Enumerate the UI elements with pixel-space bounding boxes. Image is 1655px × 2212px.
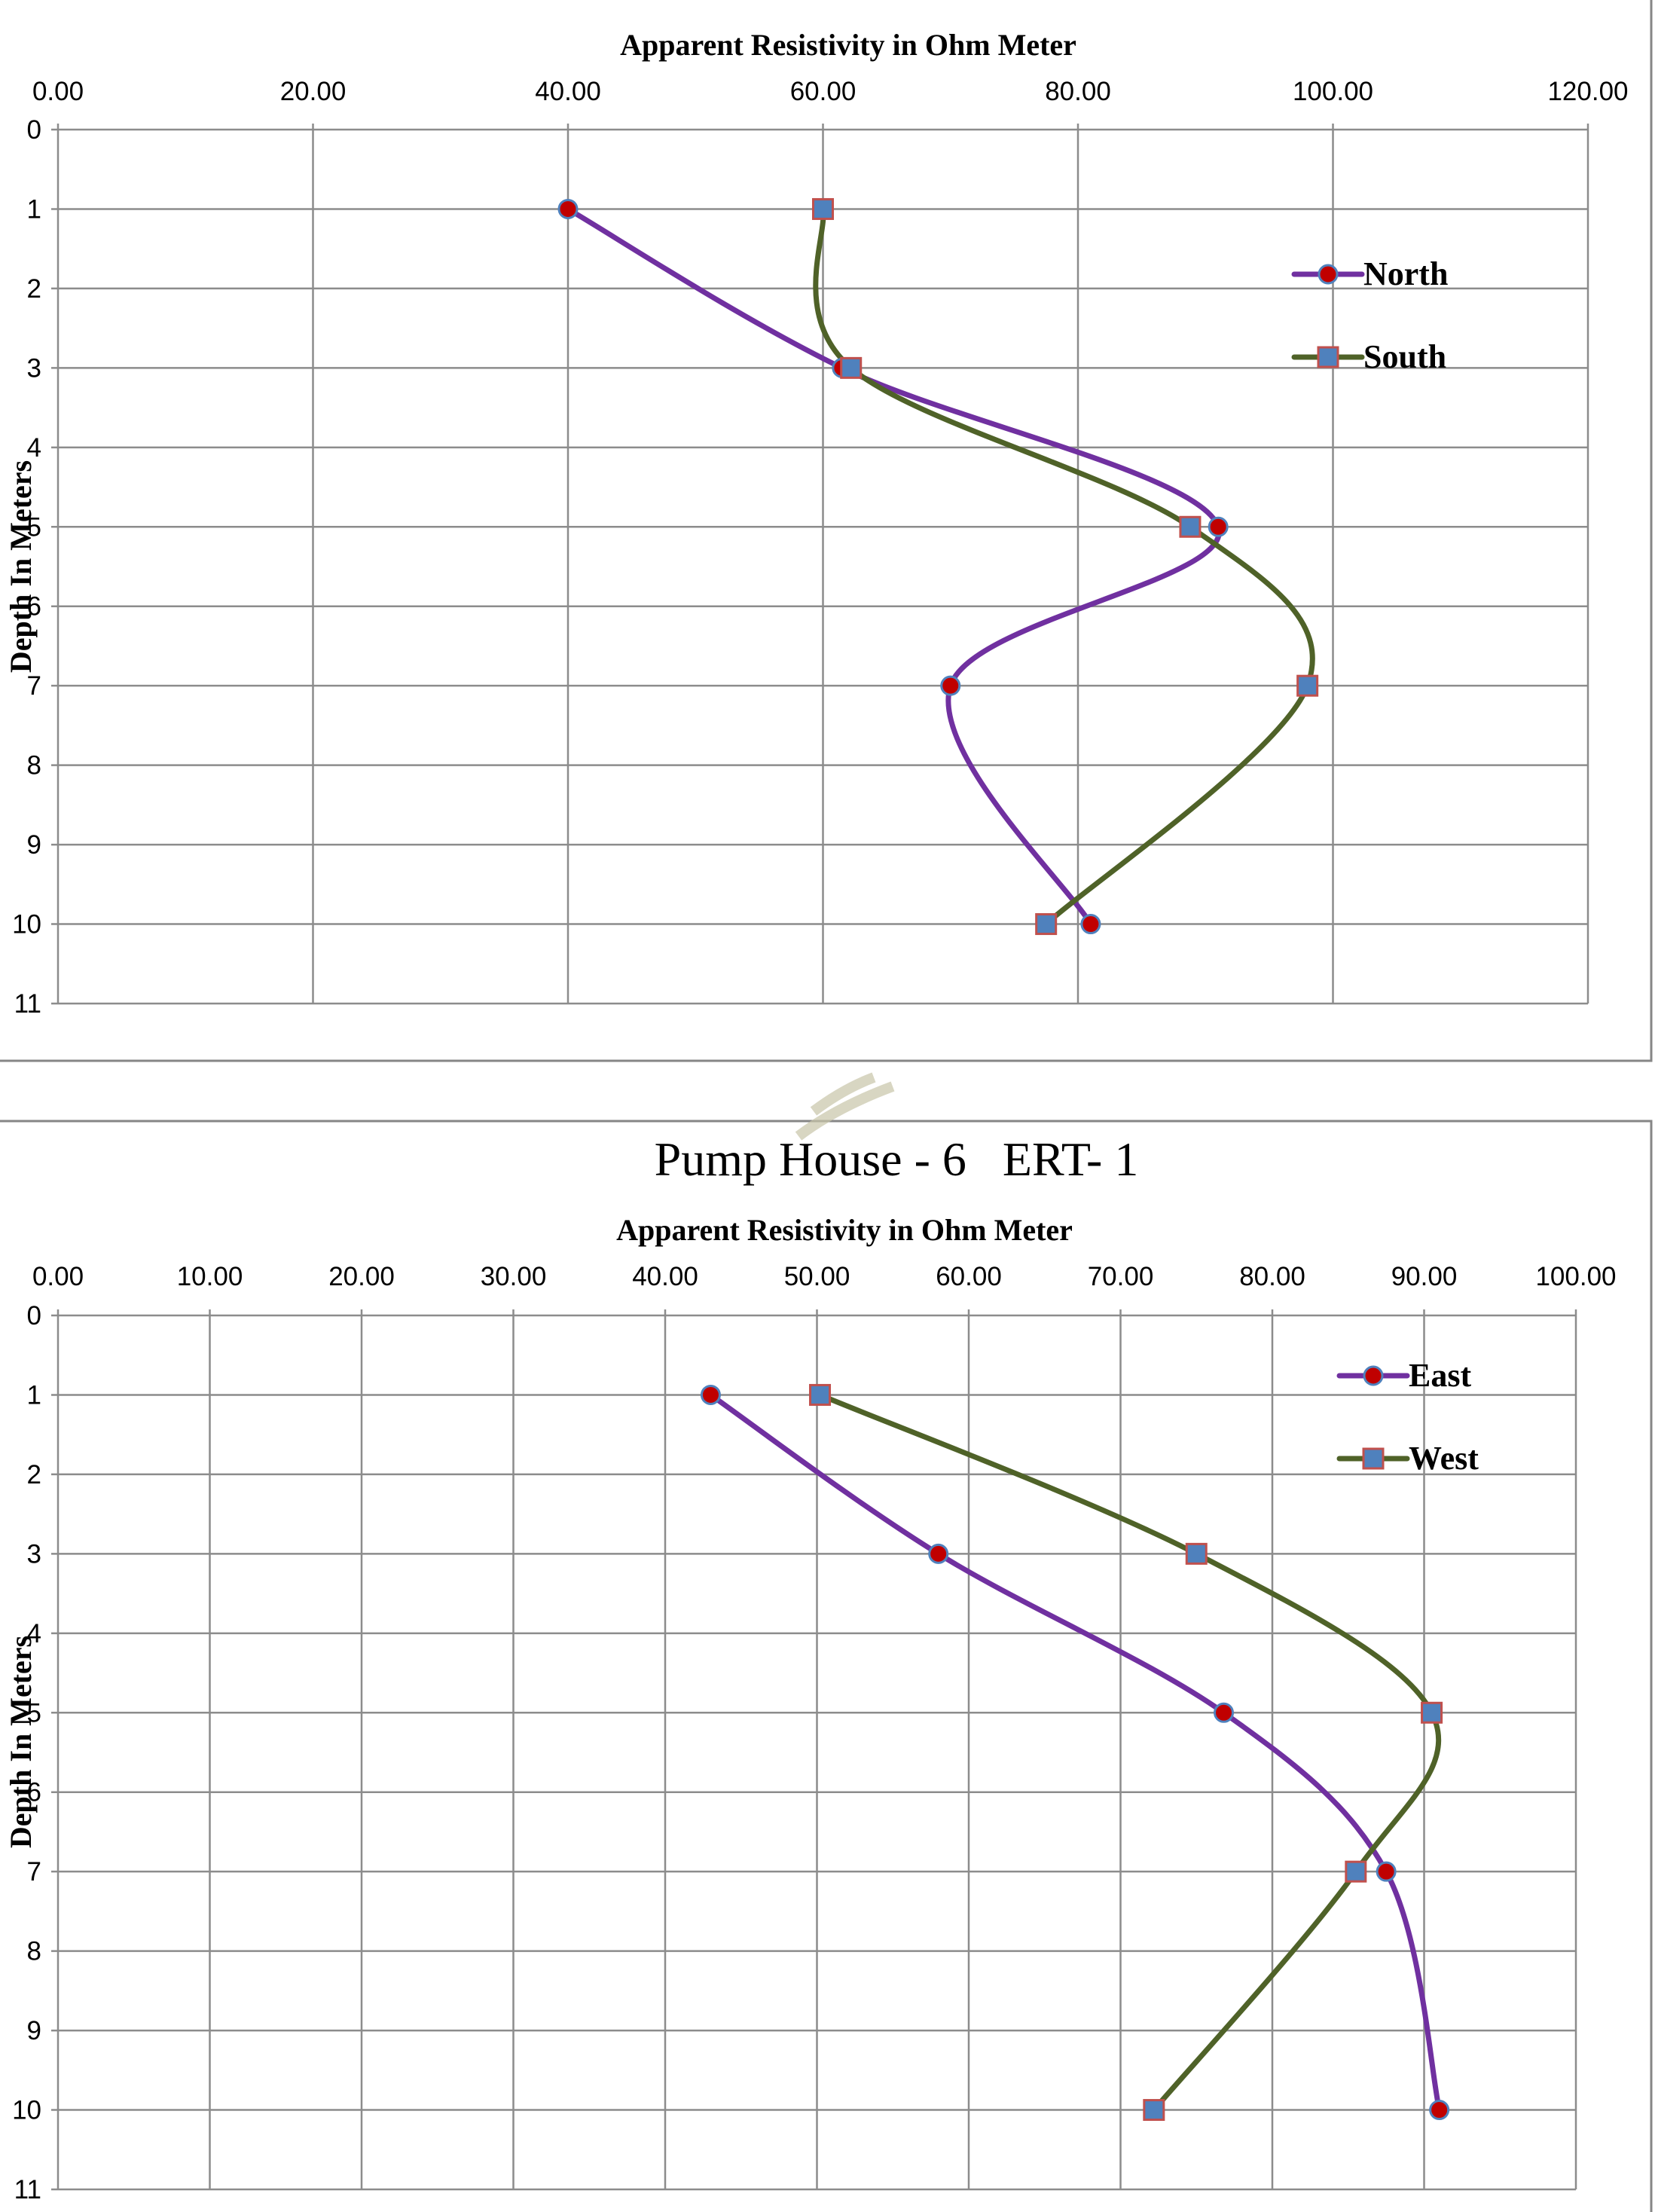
- chart-1-y-tick-label: 9: [27, 830, 41, 860]
- chart-2-legend-east: East: [1336, 1357, 1471, 1394]
- chart-1-frame: [0, 0, 1653, 1062]
- chart-2-legend-west-label: West: [1409, 1440, 1479, 1477]
- chart-1-y-tick-label: 4: [27, 433, 41, 463]
- chart-2-x-tick-label: 10.00: [177, 1262, 243, 1291]
- chart-1: Apparent Resistivity in Ohm Meter Depth …: [4, 28, 1629, 1019]
- chart-1-y-tick-label: 6: [27, 592, 41, 622]
- chart-1-series-south-point: [1179, 515, 1202, 538]
- chart-1-series-south-point: [1035, 913, 1058, 936]
- chart-2-y-tick-label: 10: [12, 2096, 41, 2125]
- chart-2-series-east-point: [928, 1543, 949, 1564]
- chart-2-series-west-point: [1143, 2099, 1165, 2122]
- chart-1-legend-south-marker: [1317, 346, 1339, 368]
- chart-2-y-tick-label: 7: [27, 1857, 41, 1887]
- chart-2-series-east-point: [700, 1384, 721, 1405]
- chart-2-series-west-point: [1345, 1860, 1367, 1883]
- chart-2-x-tick-label: 70.00: [1088, 1262, 1154, 1291]
- chart-1-y-axis-title: Depth In Meters: [4, 460, 38, 673]
- chart-2-y-tick-label: 11: [14, 2175, 41, 2204]
- chart-1-y-tick-label: 5: [27, 512, 41, 542]
- chart-2-legend-east-marker: [1363, 1365, 1384, 1386]
- watermark-stroke: [795, 1072, 895, 1141]
- chart-2-y-tick-label: 3: [27, 1539, 41, 1569]
- chart-2-y-tick-label: 5: [27, 1698, 41, 1728]
- chart-2-y-tick-label: 4: [27, 1619, 41, 1648]
- chart-2-title: Pump House - 6 ERT- 1: [655, 1132, 1139, 1186]
- chart-1-y-tick-label: 3: [27, 353, 41, 383]
- chart-2-x-tick-label: 50.00: [784, 1262, 850, 1291]
- chart-1-legend-south: South: [1291, 338, 1446, 375]
- chart-2-y-tick-label: 2: [27, 1460, 41, 1489]
- chart-1-series-south-point: [1296, 674, 1319, 697]
- chart-2: Pump House - 6 ERT- 1 Apparent Resistivi…: [4, 1132, 1617, 2204]
- chart-1-x-tick-label: 60.00: [790, 77, 857, 106]
- chart-2-y-tick-label: 9: [27, 2016, 41, 2045]
- chart-1-x-tick-label: 80.00: [1045, 77, 1111, 106]
- chart-2-x-tick-label: 40.00: [632, 1262, 698, 1291]
- chart-1-y-tick-label: 11: [14, 989, 41, 1019]
- chart-2-series-east-line: [707, 1392, 1443, 2113]
- chart-2-legend-west-marker: [1362, 1447, 1385, 1470]
- chart-1-series-north-point: [940, 675, 961, 696]
- chart-1-y-tick-label: 0: [27, 115, 41, 145]
- chart-2-x-tick-label: 60.00: [936, 1262, 1002, 1291]
- chart-1-y-tick-label: 10: [12, 910, 41, 939]
- chart-1-legend-north: North: [1291, 255, 1448, 292]
- chart-1-y-tick-label: 1: [27, 194, 41, 224]
- chart-2-legend-west: West: [1336, 1440, 1479, 1477]
- chart-2-series-west-point: [1185, 1542, 1208, 1565]
- chart-1-series-south-point: [840, 356, 863, 379]
- chart-1-x-tick-label: 0.00: [32, 77, 84, 106]
- chart-2-series-west-point: [1421, 1701, 1443, 1724]
- chart-2-series-east-point: [1429, 2100, 1450, 2121]
- chart-2-y-tick-label: 1: [27, 1380, 41, 1410]
- chart-2-x-tick-label: 20.00: [328, 1262, 395, 1291]
- chart-2-x-tick-label: 80.00: [1239, 1262, 1305, 1291]
- chart-1-series-north-point: [1208, 516, 1229, 537]
- chart-1-series-south-point: [812, 197, 834, 220]
- chart-2-x-tick-label: 0.00: [32, 1262, 84, 1291]
- chart-1-x-tick-label: 20.00: [280, 77, 347, 106]
- chart-2-series-east-point: [1214, 1702, 1235, 1723]
- chart-1-legend-south-label: South: [1363, 338, 1446, 375]
- chart-2-series-west-point: [809, 1383, 832, 1406]
- chart-1-legend-north-label: North: [1363, 255, 1448, 292]
- chart-2-y-tick-label: 6: [27, 1778, 41, 1807]
- chart-2-x-tick-label: 100.00: [1535, 1262, 1616, 1291]
- chart-1-x-tick-label: 100.00: [1293, 77, 1373, 106]
- chart-1-x-tick-label: 120.00: [1547, 77, 1628, 106]
- chart-2-y-axis-title: Depth In Meters: [4, 1636, 38, 1848]
- chart-1-series-north-point: [1080, 914, 1101, 935]
- chart-2-x-tick-label: 90.00: [1391, 1262, 1458, 1291]
- chart-1-y-tick-label: 7: [27, 671, 41, 701]
- chart-1-y-tick-label: 2: [27, 274, 41, 304]
- chart-1-x-tick-label: 40.00: [535, 77, 601, 106]
- chart-1-y-tick-label: 8: [27, 751, 41, 781]
- chart-2-y-tick-label: 0: [27, 1301, 41, 1331]
- chart-2-legend-east-label: East: [1409, 1357, 1471, 1394]
- chart-2-series-west-line: [817, 1392, 1442, 2113]
- chart-2-x-tick-label: 30.00: [481, 1262, 547, 1291]
- chart-1-series-north-line: [565, 206, 1222, 927]
- chart-1-x-axis-title: Apparent Resistivity in Ohm Meter: [620, 28, 1076, 62]
- chart-1-series-south-line: [813, 206, 1315, 927]
- chart-1-legend-north-marker: [1318, 264, 1339, 285]
- chart-2-y-tick-label: 8: [27, 1937, 41, 1966]
- chart-2-series-east-point: [1376, 1861, 1397, 1882]
- chart-2-x-axis-title: Apparent Resistivity in Ohm Meter: [616, 1213, 1073, 1247]
- chart-1-series-north-point: [557, 198, 579, 219]
